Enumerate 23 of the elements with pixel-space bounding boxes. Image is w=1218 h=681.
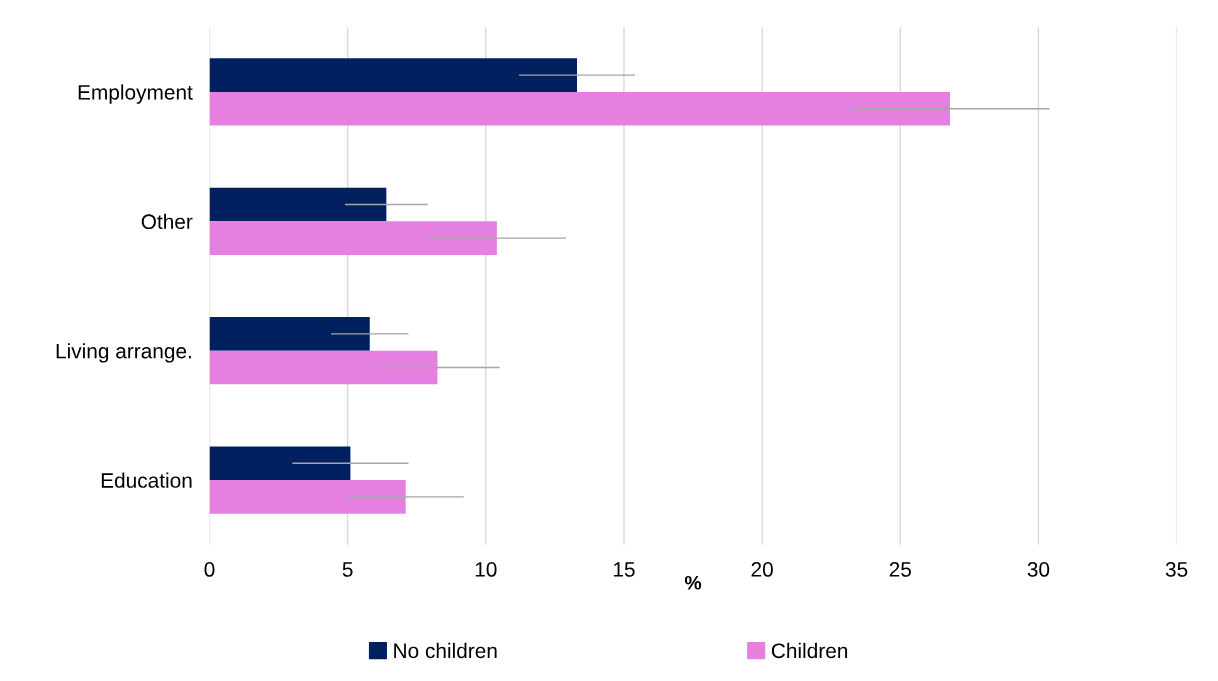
bar [209,480,406,514]
y-tick-label: Employment [78,84,193,104]
bar [209,317,370,351]
y-tick-label: Education [101,472,192,488]
x-tick-label: 30 [1027,562,1050,577]
x-tick-label: 25 [889,562,911,577]
bar [209,58,577,92]
x-tick-label: 0 [204,562,215,577]
bar [209,350,438,385]
legend-label: No children [394,642,497,659]
bar [209,221,497,255]
x-tick-label: 5 [342,562,353,577]
x-tick-label: 15 [613,562,635,577]
y-tick-label: Other [141,213,193,230]
legend-label: Children [771,642,848,659]
x-axis-title: % [684,575,702,590]
bar [209,91,951,126]
bar [209,187,387,222]
bar [209,446,351,481]
x-tick-label: 10 [475,562,497,577]
x-tick-label: 35 [1165,562,1188,577]
x-tick-label: 20 [751,562,773,577]
y-tick-label: Living arrange. [56,343,191,363]
